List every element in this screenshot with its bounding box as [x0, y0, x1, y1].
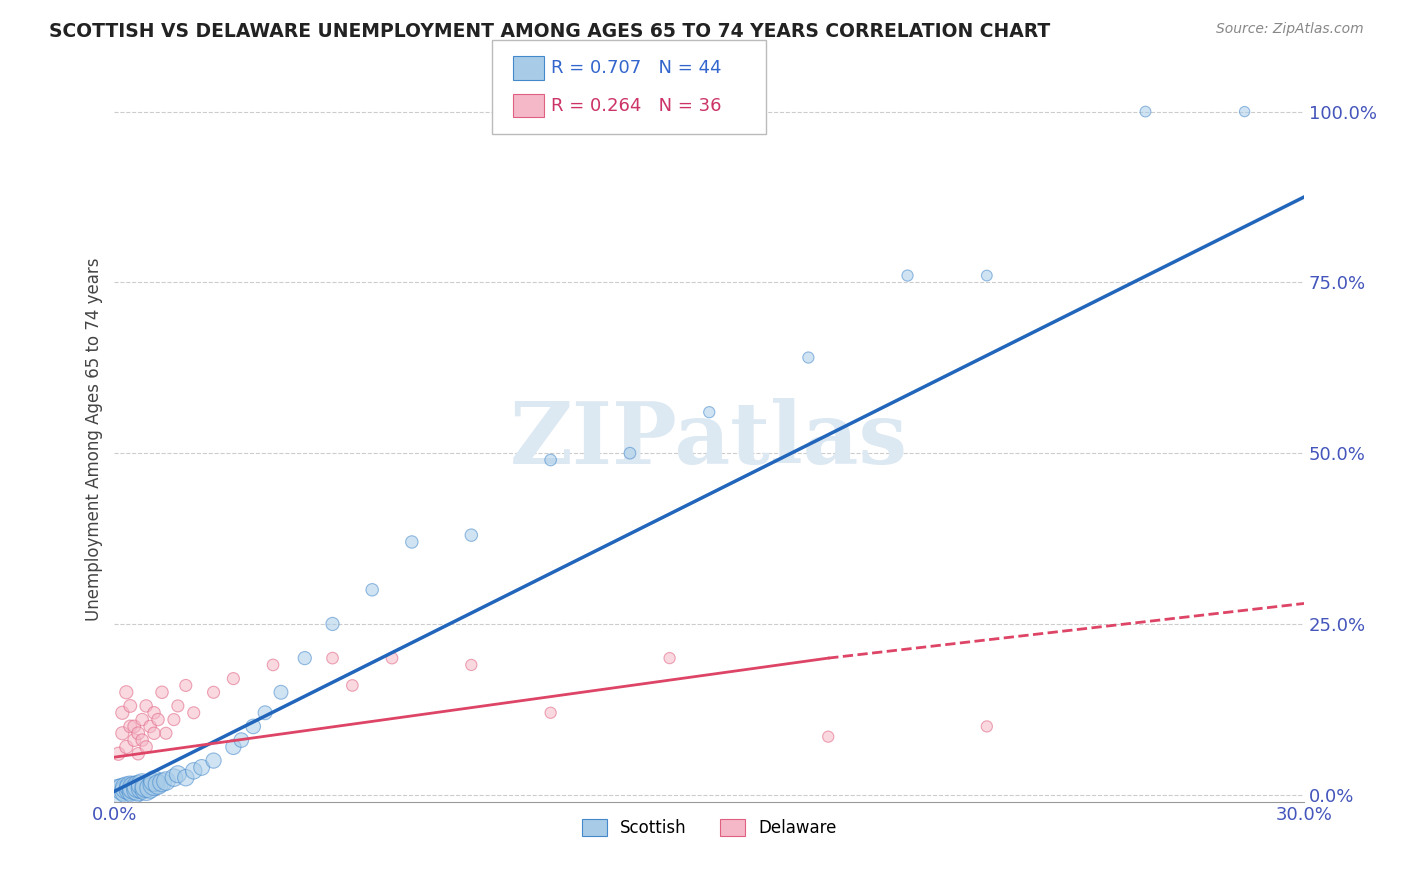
Point [135, 782, 157, 797]
Point [120, 780, 142, 794]
Point [115, 784, 138, 798]
Point [460, 657, 482, 672]
Point [115, 739, 138, 754]
Point [174, 771, 197, 785]
Point [254, 706, 277, 720]
Point [107, 747, 129, 761]
Point [143, 774, 166, 789]
Point [242, 719, 264, 733]
Text: Source: ZipAtlas.com: Source: ZipAtlas.com [1216, 22, 1364, 37]
Point [111, 782, 134, 797]
Point [202, 685, 225, 699]
Point [262, 657, 284, 672]
Point [120, 719, 142, 733]
Point [131, 780, 153, 795]
Point [122, 733, 145, 747]
Point [540, 706, 562, 720]
Point [139, 719, 162, 733]
Point [294, 651, 316, 665]
Point [976, 268, 998, 283]
Point [167, 767, 190, 781]
Point [321, 651, 343, 665]
Point [122, 719, 145, 733]
Point [155, 726, 177, 740]
Point [155, 774, 177, 789]
Point [143, 726, 166, 740]
Point [361, 582, 384, 597]
Point [163, 713, 186, 727]
Point [342, 678, 364, 692]
Point [127, 747, 149, 761]
Point [183, 764, 205, 778]
Point [139, 780, 162, 795]
Point [190, 760, 212, 774]
Point [122, 784, 145, 798]
Point [817, 730, 839, 744]
Y-axis label: Unemployment Among Ages 65 to 74 years: Unemployment Among Ages 65 to 74 years [86, 258, 103, 621]
Point [658, 651, 681, 665]
Point [143, 706, 166, 720]
Point [976, 719, 998, 733]
Point [111, 706, 134, 720]
Text: R = 0.707   N = 44: R = 0.707 N = 44 [551, 60, 721, 78]
Point [460, 528, 482, 542]
Point [163, 771, 186, 785]
Point [222, 672, 245, 686]
Point [111, 726, 134, 740]
Point [146, 777, 169, 791]
Point [131, 713, 153, 727]
Point [127, 726, 149, 740]
Point [797, 351, 820, 365]
Point [150, 685, 173, 699]
Point [1233, 104, 1256, 119]
Point [167, 698, 190, 713]
Point [1135, 104, 1157, 119]
Text: ZIPatlas: ZIPatlas [510, 398, 908, 482]
Point [143, 777, 166, 791]
Point [150, 775, 173, 789]
Point [222, 739, 245, 754]
Point [401, 535, 423, 549]
Point [135, 780, 157, 794]
Point [540, 453, 562, 467]
Point [120, 782, 142, 797]
Point [183, 706, 205, 720]
Legend: Scottish, Delaware: Scottish, Delaware [575, 813, 844, 844]
Point [122, 780, 145, 795]
Text: SCOTTISH VS DELAWARE UNEMPLOYMENT AMONG AGES 65 TO 74 YEARS CORRELATION CHART: SCOTTISH VS DELAWARE UNEMPLOYMENT AMONG … [49, 22, 1050, 41]
Text: R = 0.264   N = 36: R = 0.264 N = 36 [551, 96, 721, 114]
Point [231, 733, 253, 747]
Point [896, 268, 918, 283]
Point [127, 782, 149, 797]
Point [120, 698, 142, 713]
Point [697, 405, 720, 419]
Point [174, 678, 197, 692]
Point [127, 780, 149, 794]
Point [135, 698, 157, 713]
Point [619, 446, 641, 460]
Point [270, 685, 292, 699]
Point [131, 777, 153, 791]
Point [202, 754, 225, 768]
Point [381, 651, 404, 665]
Point [321, 617, 343, 632]
Point [135, 739, 157, 754]
Point [107, 784, 129, 798]
Point [131, 733, 153, 747]
Point [115, 780, 138, 795]
Point [115, 685, 138, 699]
Point [146, 713, 169, 727]
